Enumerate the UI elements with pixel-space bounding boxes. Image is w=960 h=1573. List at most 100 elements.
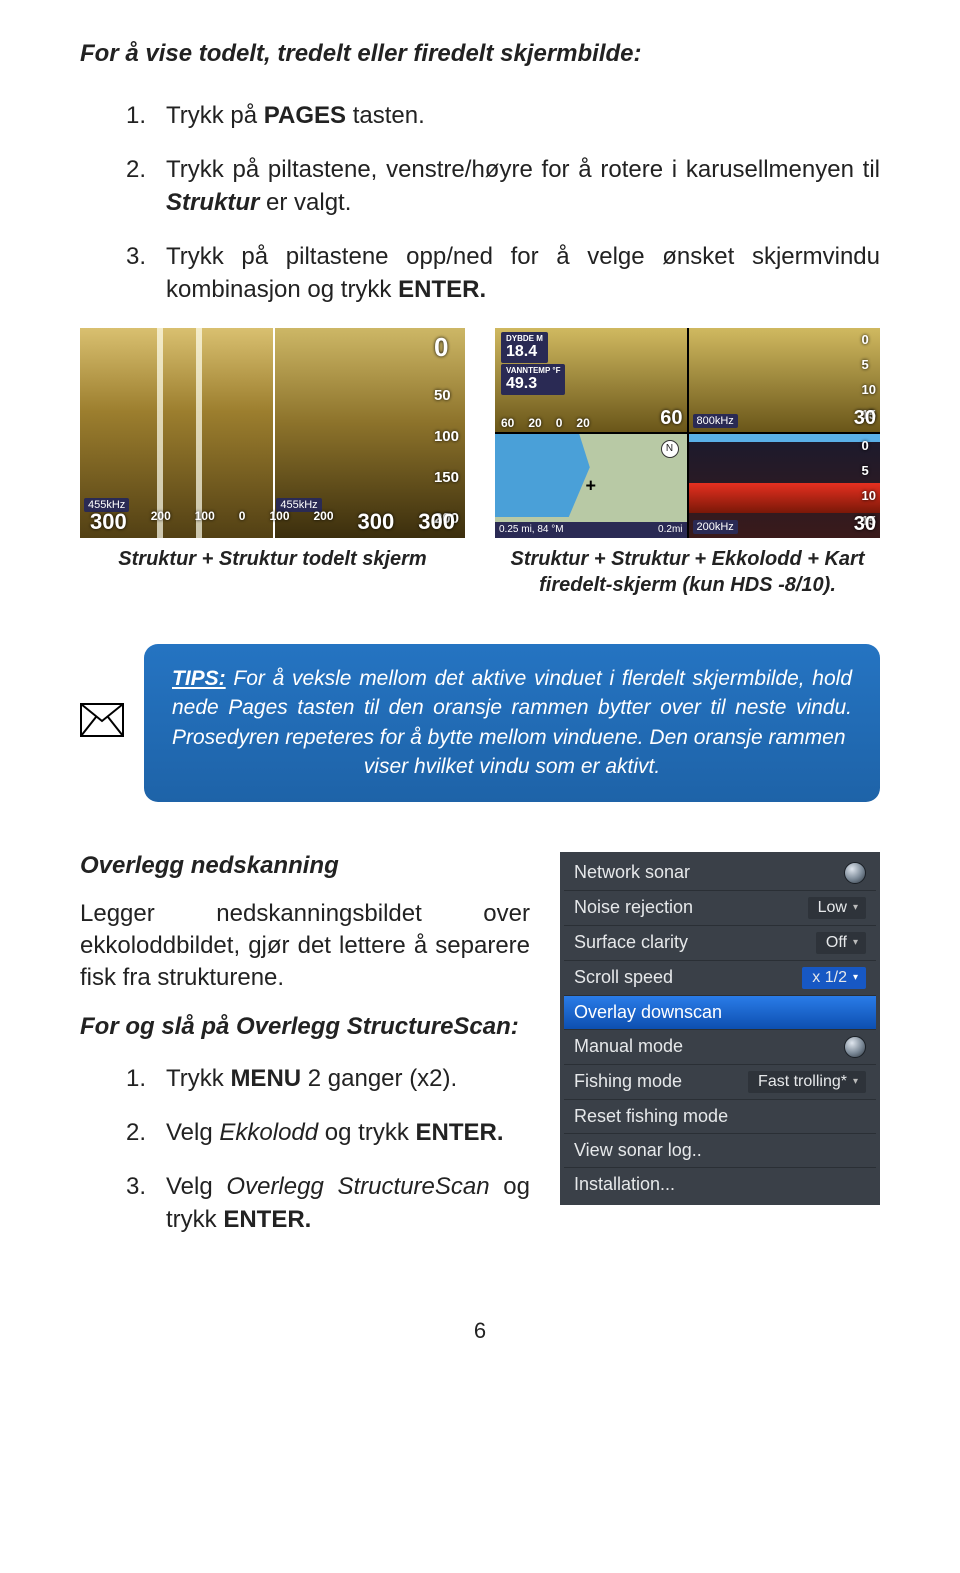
- screenshot-row: 0 50 100 150 200 250 455kHz 455kHz 300 2…: [80, 328, 880, 598]
- chevron-down-icon: ▾: [853, 902, 858, 913]
- map-scale-text: 0.2mi: [658, 524, 682, 535]
- menu-label: Fishing mode: [574, 1071, 682, 1092]
- sonar-quad-screen: DYBDE M 18.4 VANNTEMP °F 49.3 60 60 20 0…: [495, 328, 880, 538]
- menu-value-text: Fast trolling*: [758, 1073, 847, 1091]
- depth-value: 50: [434, 387, 459, 404]
- bold-text: ENTER.: [223, 1206, 311, 1233]
- map-scale-text: 0.25 mi, 84 °M: [499, 524, 564, 535]
- menu-item-fishing-mode[interactable]: Fishing mode Fast trolling* ▾: [564, 1065, 876, 1100]
- italic-text: Struktur: [166, 189, 259, 216]
- menu-label: Reset fishing mode: [574, 1106, 728, 1127]
- text-fragment: og trykk: [318, 1119, 415, 1146]
- text-fragment: Trykk på piltastene opp/ned for å velge …: [166, 243, 880, 302]
- tips-body-text: For å veksle mellom det aktive vinduet i…: [172, 667, 852, 749]
- range-value: 300: [358, 509, 395, 535]
- overlay-section: Overlegg nedskanning Legger nedskannings…: [80, 852, 880, 1259]
- step-item: 1. Trykk på PAGES tasten.: [126, 100, 880, 132]
- text-fragment: er valgt.: [259, 189, 351, 216]
- menu-item-overlay-downscan[interactable]: Overlay downscan: [564, 996, 876, 1030]
- chip-value: 18.4: [506, 343, 537, 360]
- overlay-heading: Overlegg nedskanning: [80, 852, 530, 880]
- range-value: 60: [660, 407, 682, 430]
- depth-value: 0: [862, 332, 876, 347]
- menu-item-scroll-speed[interactable]: Scroll speed x 1/2 ▾: [564, 961, 876, 996]
- menu-item-surface-clarity[interactable]: Surface clarity Off ▾: [564, 926, 876, 961]
- tips-box: TIPS: For å veksle mellom det aktive vin…: [144, 644, 880, 802]
- page-number: 6: [80, 1318, 880, 1344]
- bold-text: ENTER.: [398, 276, 486, 303]
- menu-value: Off ▾: [816, 932, 866, 954]
- screenshot-right: DYBDE M 18.4 VANNTEMP °F 49.3 60 60 20 0…: [495, 328, 880, 598]
- sonar-settings-menu: Network sonar Noise rejection Low▾ Surfa…: [560, 852, 880, 1205]
- menu-label: View sonar log..: [574, 1140, 702, 1161]
- menu-item-view-sonar-log[interactable]: View sonar log..: [564, 1134, 876, 1168]
- depth-chip: DYBDE M 18.4: [501, 332, 548, 363]
- range-tick: 100: [269, 509, 289, 535]
- menu-item-reset-fishing-mode[interactable]: Reset fishing mode: [564, 1100, 876, 1134]
- sonar-split-screen: 0 50 100 150 200 250 455kHz 455kHz 300 2…: [80, 328, 465, 538]
- steps-list-display: 1. Trykk på PAGES tasten. 2. Trykk på pi…: [126, 100, 880, 306]
- text-fragment: Trykk på: [166, 102, 264, 129]
- text-fragment: Velg: [166, 1119, 219, 1146]
- menu-item-manual-mode[interactable]: Manual mode: [564, 1030, 876, 1065]
- quad-panel-structure: 0 5 10 15 20 25 800kHz 30: [689, 328, 881, 432]
- envelope-icon: [80, 703, 124, 742]
- range-tick: 0: [239, 509, 246, 535]
- menu-value-text: x 1/2: [812, 969, 847, 987]
- menu-item-installation[interactable]: Installation...: [564, 1168, 876, 1201]
- bold-text: ENTER.: [415, 1119, 503, 1146]
- depth-value: 10: [862, 488, 876, 503]
- italic-text: Overlegg StructureScan: [226, 1173, 489, 1200]
- chevron-down-icon: ▾: [853, 937, 858, 948]
- step-number: 3.: [126, 241, 166, 273]
- tips-center-line: viser hvilket vindu som er aktivt.: [172, 752, 852, 781]
- screenshot-left: 0 50 100 150 200 250 455kHz 455kHz 300 2…: [80, 328, 465, 598]
- compass-icon: N: [661, 440, 679, 458]
- range-value: 30: [854, 513, 876, 536]
- range-tick: 20: [576, 416, 589, 430]
- range-value: 300: [90, 509, 127, 535]
- menu-value: x 1/2 ▾: [802, 967, 866, 989]
- menu-label: Surface clarity: [574, 932, 688, 953]
- chevron-down-icon: ▾: [853, 972, 858, 983]
- step-text: Velg Overlegg StructureScan og trykk ENT…: [166, 1171, 530, 1236]
- step-number: 2.: [126, 154, 166, 186]
- step-number: 2.: [126, 1117, 166, 1149]
- range-tick: 0: [556, 416, 563, 430]
- menu-value-text: Off: [826, 934, 847, 952]
- bold-text: PAGES: [264, 102, 346, 129]
- tips-lead: TIPS:: [172, 667, 226, 690]
- screenshot-caption: Struktur + Struktur + Ekkolodd + Kart fi…: [495, 546, 880, 598]
- range-labels: 300 200 100 0 100 200 300 300: [80, 509, 465, 535]
- range-tick: 20: [528, 416, 541, 430]
- chip-value: 49.3: [506, 375, 537, 392]
- frequency-chip: 200kHz: [693, 520, 738, 534]
- bold-text: MENU: [230, 1065, 301, 1092]
- step-number: 3.: [126, 1171, 166, 1203]
- range-value: 300: [418, 509, 455, 535]
- tips-callout: TIPS: For å veksle mellom det aktive vin…: [80, 644, 880, 802]
- depth-value: 10: [862, 382, 876, 397]
- range-tick: 60: [501, 416, 514, 430]
- map-status-bar: 0.25 mi, 84 °M 0.2mi: [495, 522, 687, 538]
- overlay-text-column: Overlegg nedskanning Legger nedskannings…: [80, 852, 530, 1259]
- radio-icon: [844, 1036, 866, 1058]
- depth-value: 5: [862, 463, 876, 478]
- depth-value: 0: [434, 332, 459, 363]
- chevron-down-icon: ▾: [853, 1076, 858, 1087]
- quad-panel-structure: DYBDE M 18.4 VANNTEMP °F 49.3 60 60 20 0…: [495, 328, 687, 432]
- step-item: 3. Trykk på piltastene opp/ned for å vel…: [126, 241, 880, 306]
- range-tick: 200: [314, 509, 334, 535]
- menu-label: Noise rejection: [574, 897, 693, 918]
- menu-item-network-sonar[interactable]: Network sonar: [564, 856, 876, 891]
- step-text: Trykk MENU 2 ganger (x2).: [166, 1063, 530, 1095]
- step-item: 3. Velg Overlegg StructureScan og trykk …: [126, 1171, 530, 1236]
- menu-label: Scroll speed: [574, 967, 673, 988]
- temp-chip: VANNTEMP °F 49.3: [501, 364, 565, 395]
- menu-label: Installation...: [574, 1174, 675, 1195]
- text-fragment: tasten.: [346, 102, 425, 129]
- menu-value: Fast trolling* ▾: [748, 1071, 866, 1093]
- menu-item-noise-rejection[interactable]: Noise rejection Low▾: [564, 891, 876, 926]
- menu-value: Low▾: [808, 897, 866, 919]
- step-text: Trykk på piltastene opp/ned for å velge …: [166, 241, 880, 306]
